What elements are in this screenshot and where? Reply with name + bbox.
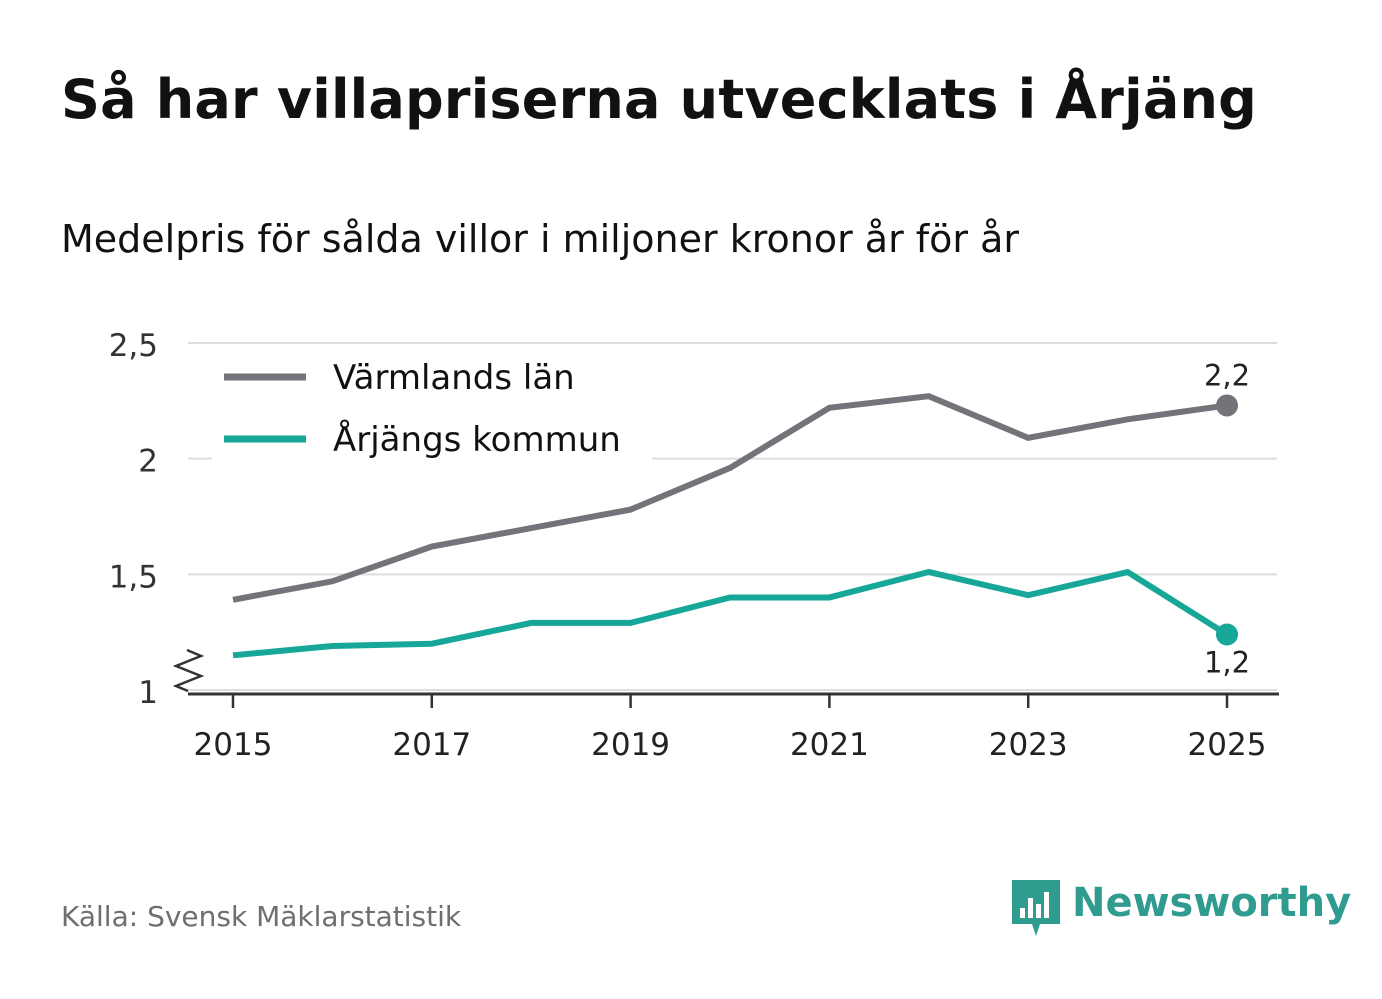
end-value-label: 1,2 [1204, 645, 1250, 679]
line-chart: 1 1,5 2 2,5 2015 2017 2019 2021 2023 2025 2,2 1,2 Vä… [109, 328, 1279, 763]
x-tick-label: 2021 [790, 727, 869, 763]
y-tick-label: 1 [138, 675, 158, 711]
legend-label: Värmlands län [333, 358, 575, 398]
y-tick-label: 2,5 [109, 328, 158, 364]
x-tick-label: 2017 [392, 727, 471, 763]
chart-title: Så har villapriserna utvecklats i Årjäng [61, 68, 1257, 131]
legend-label: Årjängs kommun [333, 419, 621, 460]
brand-logo[interactable]: Newsworthy [1010, 878, 1351, 940]
x-tick-label: 2019 [591, 727, 670, 763]
end-value-label: 2,2 [1204, 358, 1250, 392]
newsworthy-logo-icon [1012, 880, 1060, 936]
y-tick-label: 1,5 [109, 559, 158, 595]
brand-name: Newsworthy [1072, 880, 1352, 926]
x-tick-label: 2025 [1188, 727, 1267, 763]
y-tick-label: 2 [138, 444, 158, 480]
x-tick-label: 2015 [194, 727, 273, 763]
end-point-marker [1216, 394, 1238, 417]
chart-subtitle: Medelpris för sålda villor i miljoner kr… [61, 217, 1020, 261]
source-note: Källa: Svensk Mäklarstatistik [61, 900, 462, 933]
axis-break-icon [172, 648, 205, 693]
x-tick-label: 2023 [989, 727, 1068, 763]
end-point-marker [1216, 623, 1238, 646]
series-line-1 [232, 568, 1229, 659]
